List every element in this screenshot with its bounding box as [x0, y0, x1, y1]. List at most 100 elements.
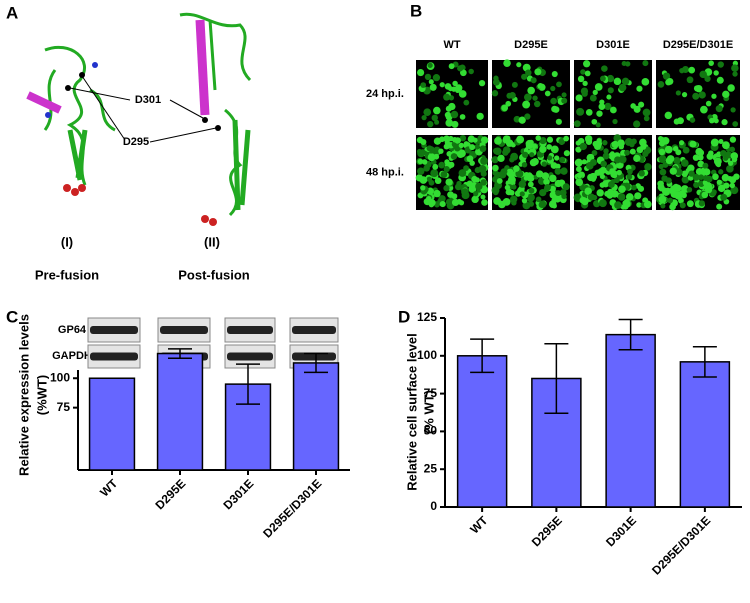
cell	[523, 93, 532, 102]
cell	[729, 182, 736, 189]
cell	[669, 203, 676, 211]
cell	[732, 71, 738, 77]
cell	[420, 185, 426, 191]
cell	[729, 136, 737, 143]
panel-letter: B	[410, 1, 422, 20]
cell	[709, 117, 715, 124]
cell	[681, 159, 689, 167]
cell	[456, 180, 462, 187]
cell	[599, 99, 605, 105]
cell	[604, 102, 612, 111]
cell	[493, 197, 502, 205]
bar	[88, 377, 136, 471]
cell	[686, 186, 693, 193]
structure-pre-fusion	[26, 45, 116, 196]
panel-letter: C	[6, 307, 18, 326]
cell	[544, 90, 551, 97]
cell	[493, 147, 500, 155]
cell	[551, 71, 558, 78]
cell	[458, 142, 465, 149]
cell	[711, 138, 719, 146]
cell	[643, 115, 650, 122]
cell	[429, 83, 437, 91]
cell	[529, 158, 538, 167]
cell	[577, 137, 585, 145]
cell	[594, 83, 603, 91]
cell	[587, 173, 595, 182]
cell	[529, 152, 535, 158]
cell	[445, 119, 454, 127]
cell	[531, 143, 538, 149]
y-axis-title: Relative cell surface level	[404, 333, 419, 491]
y-tick-label: 100	[50, 370, 70, 384]
cell	[518, 116, 526, 124]
cell	[448, 63, 455, 70]
band	[90, 352, 138, 361]
cell	[535, 170, 544, 178]
cell	[528, 187, 535, 194]
cell	[443, 166, 450, 173]
structure-numeral: (I)	[61, 234, 73, 249]
cell	[417, 167, 425, 175]
cell	[444, 83, 452, 90]
cell	[515, 169, 524, 178]
cell	[686, 200, 694, 208]
cell	[658, 155, 667, 163]
cell	[466, 155, 474, 163]
cell	[730, 152, 739, 160]
cell	[606, 74, 615, 83]
structure-state: Pre-fusion	[35, 267, 99, 282]
cell	[634, 192, 642, 200]
cell	[445, 178, 453, 186]
cell	[587, 193, 595, 201]
cell	[527, 86, 535, 95]
cell	[665, 157, 673, 165]
cell	[431, 114, 438, 122]
cell	[434, 119, 440, 125]
bar	[224, 383, 272, 471]
cell	[549, 174, 557, 183]
x-tick-label: D295E/D301E	[260, 476, 324, 540]
cell	[530, 77, 537, 84]
cell	[426, 145, 433, 152]
cell	[428, 79, 434, 85]
cell	[509, 92, 516, 99]
cell	[451, 193, 458, 200]
cell	[555, 190, 562, 196]
cell	[598, 103, 606, 110]
cell	[555, 118, 562, 125]
cell	[631, 184, 637, 191]
cell	[443, 185, 450, 192]
cell	[675, 149, 682, 156]
cell	[575, 178, 584, 187]
cell	[519, 191, 525, 197]
cell	[727, 160, 734, 166]
cell	[581, 159, 587, 165]
cell	[549, 191, 557, 199]
cell	[698, 200, 705, 207]
x-tick-label: D295E/D301E	[649, 513, 713, 577]
cell	[638, 101, 645, 108]
cell	[424, 73, 432, 81]
cell	[660, 203, 666, 209]
cell	[618, 155, 627, 164]
cell	[718, 169, 724, 175]
bar	[605, 333, 656, 508]
cell	[509, 195, 518, 203]
cell	[659, 168, 667, 176]
cell	[443, 93, 451, 101]
cell	[511, 184, 517, 190]
cell	[611, 140, 619, 149]
cell	[550, 97, 557, 105]
cell	[642, 108, 651, 117]
cell	[561, 92, 567, 98]
cell	[563, 150, 570, 157]
cell	[439, 82, 445, 88]
pointer	[81, 75, 126, 141]
cell	[722, 90, 730, 99]
cell	[541, 172, 550, 180]
cell	[629, 148, 636, 155]
cell	[577, 75, 585, 83]
cell	[576, 172, 583, 179]
cell	[556, 81, 562, 88]
